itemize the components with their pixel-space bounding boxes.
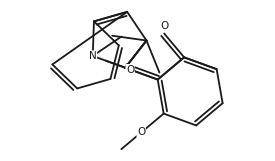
Text: O: O	[126, 65, 134, 75]
Text: O: O	[160, 21, 168, 31]
Text: O: O	[137, 128, 145, 137]
Text: N: N	[89, 51, 97, 61]
